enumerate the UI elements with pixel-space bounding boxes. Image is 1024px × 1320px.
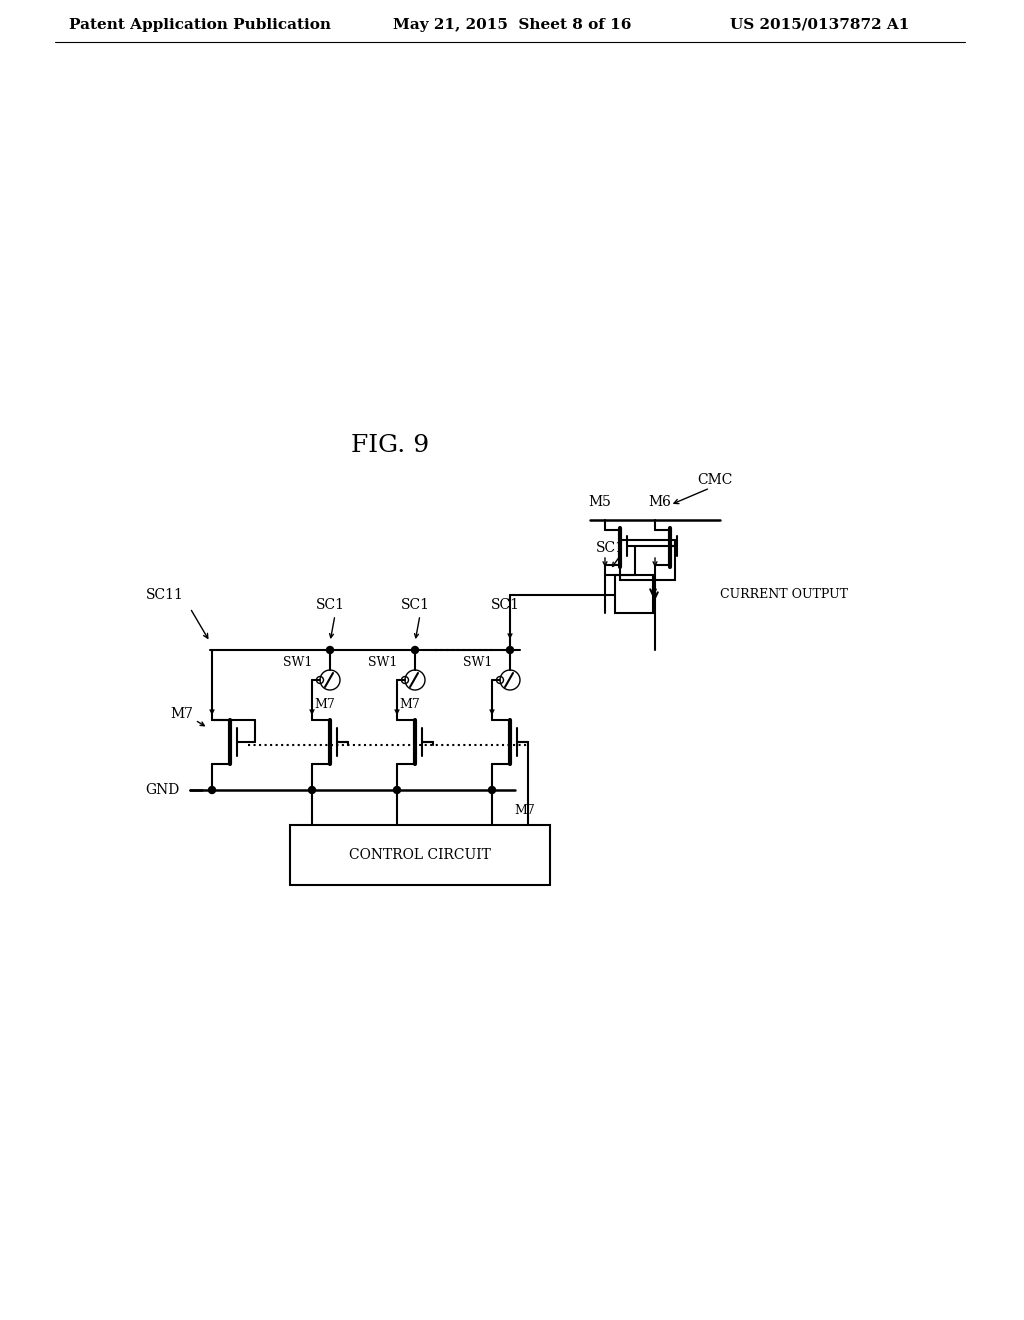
- Text: GND: GND: [144, 783, 179, 797]
- Bar: [615, 576, 653, 612]
- Text: SW1: SW1: [369, 656, 397, 668]
- Text: M7: M7: [399, 697, 421, 710]
- Text: SC1: SC1: [315, 598, 344, 612]
- Bar: [620, 540, 675, 579]
- Text: SC1: SC1: [400, 598, 429, 612]
- Text: M7: M7: [171, 708, 194, 721]
- Circle shape: [488, 787, 496, 793]
- Text: May 21, 2015  Sheet 8 of 16: May 21, 2015 Sheet 8 of 16: [393, 18, 631, 32]
- Text: Patent Application Publication: Patent Application Publication: [69, 18, 331, 32]
- Text: FIG. 9: FIG. 9: [351, 433, 429, 457]
- Text: M7: M7: [314, 697, 336, 710]
- Bar: [290, 825, 550, 884]
- Circle shape: [412, 647, 419, 653]
- Text: SC1: SC1: [596, 541, 625, 554]
- Text: SW1: SW1: [284, 656, 312, 668]
- Text: SC1: SC1: [490, 598, 519, 612]
- Text: M6: M6: [648, 495, 672, 510]
- Circle shape: [327, 647, 334, 653]
- Circle shape: [308, 787, 315, 793]
- Text: SW1: SW1: [463, 656, 493, 668]
- Circle shape: [507, 647, 513, 653]
- Text: SC11: SC11: [146, 587, 184, 602]
- Text: CMC: CMC: [697, 473, 733, 487]
- Text: US 2015/0137872 A1: US 2015/0137872 A1: [730, 18, 909, 32]
- Text: M5: M5: [589, 495, 611, 510]
- Text: M7: M7: [515, 804, 536, 817]
- Circle shape: [393, 787, 400, 793]
- Text: CURRENT OUTPUT: CURRENT OUTPUT: [720, 589, 848, 602]
- Text: CONTROL CIRCUIT: CONTROL CIRCUIT: [349, 847, 490, 862]
- Circle shape: [209, 787, 215, 793]
